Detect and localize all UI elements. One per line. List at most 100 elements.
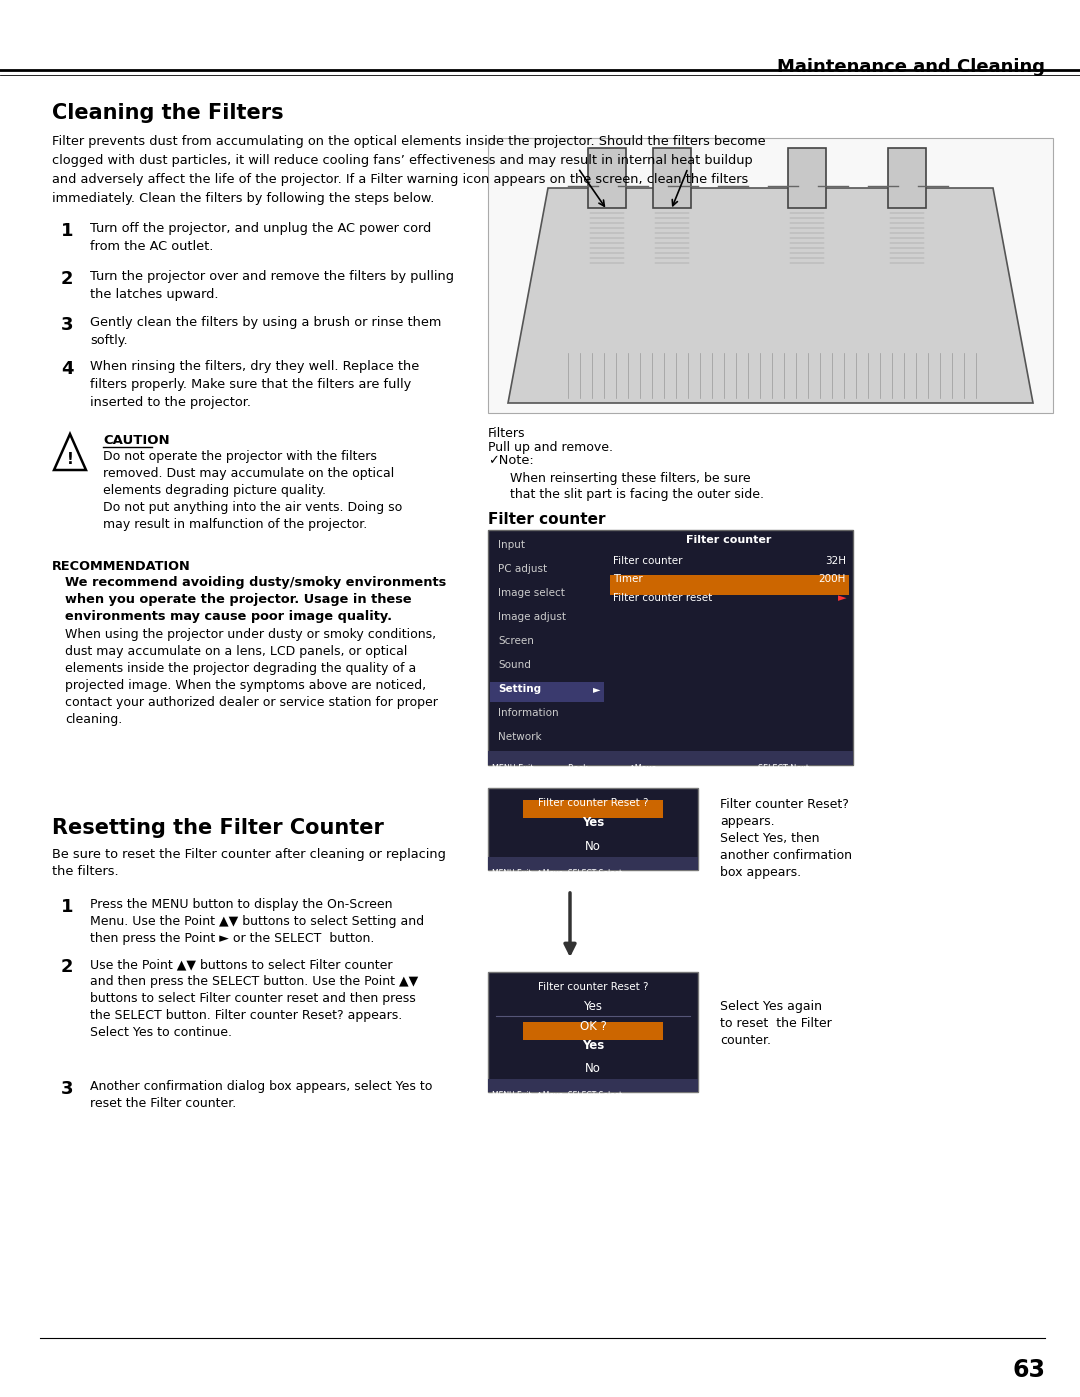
Text: contact your authorized dealer or service station for proper: contact your authorized dealer or servic… <box>65 696 437 710</box>
Text: When using the projector under dusty or smoky conditions,: When using the projector under dusty or … <box>65 629 436 641</box>
Text: Image select: Image select <box>498 588 565 598</box>
Text: reset the Filter counter.: reset the Filter counter. <box>90 1097 237 1111</box>
Text: Timer: Timer <box>613 574 643 584</box>
Text: Menu. Use the Point ▲▼ buttons to select Setting and: Menu. Use the Point ▲▼ buttons to select… <box>90 915 424 928</box>
Text: Filter counter reset: Filter counter reset <box>613 592 712 604</box>
Text: may result in malfunction of the projector.: may result in malfunction of the project… <box>103 518 367 531</box>
Text: RECOMMENDATION: RECOMMENDATION <box>52 560 191 573</box>
Text: ►: ► <box>837 592 846 604</box>
Text: MENU Exit: MENU Exit <box>492 764 534 773</box>
Text: softly.: softly. <box>90 334 127 346</box>
Text: immediately. Clean the filters by following the steps below.: immediately. Clean the filters by follow… <box>52 191 434 205</box>
Text: cleaning.: cleaning. <box>65 712 122 726</box>
Text: Use the Point ▲▼ buttons to select Filter counter: Use the Point ▲▼ buttons to select Filte… <box>90 958 392 971</box>
FancyBboxPatch shape <box>788 148 826 208</box>
Text: Cleaning the Filters: Cleaning the Filters <box>52 103 284 123</box>
Text: Turn off the projector, and unplug the AC power cord: Turn off the projector, and unplug the A… <box>90 222 431 235</box>
Text: Select Yes again: Select Yes again <box>720 1000 822 1013</box>
Text: Maintenance and Cleaning: Maintenance and Cleaning <box>777 59 1045 75</box>
Text: another confirmation: another confirmation <box>720 849 852 862</box>
FancyBboxPatch shape <box>488 788 698 870</box>
Text: Press the MENU button to display the On-Screen: Press the MENU button to display the On-… <box>90 898 392 911</box>
Text: and adversely affect the life of the projector. If a Filter warning icon appears: and adversely affect the life of the pro… <box>52 173 748 186</box>
Text: Filter prevents dust from accumulating on the optical elements inside the projec: Filter prevents dust from accumulating o… <box>52 136 766 148</box>
Text: the latches upward.: the latches upward. <box>90 288 218 300</box>
Text: When rinsing the filters, dry they well. Replace the: When rinsing the filters, dry they well.… <box>90 360 419 373</box>
Text: Yes: Yes <box>583 1000 603 1013</box>
Text: Do not operate the projector with the filters: Do not operate the projector with the fi… <box>103 450 377 462</box>
Text: No: No <box>585 840 600 854</box>
Text: Do not put anything into the air vents. Doing so: Do not put anything into the air vents. … <box>103 502 402 514</box>
Text: from the AC outlet.: from the AC outlet. <box>90 240 214 253</box>
Text: clogged with dust particles, it will reduce cooling fans’ effectiveness and may : clogged with dust particles, it will red… <box>52 154 753 168</box>
Text: SELECT Next: SELECT Next <box>758 764 809 773</box>
Text: Sound: Sound <box>498 659 531 671</box>
Text: When reinserting these filters, be sure: When reinserting these filters, be sure <box>510 472 751 485</box>
FancyBboxPatch shape <box>523 800 663 819</box>
Text: filters properly. Make sure that the filters are fully: filters properly. Make sure that the fil… <box>90 379 411 391</box>
Text: 2: 2 <box>60 958 73 977</box>
FancyBboxPatch shape <box>490 682 604 703</box>
Text: appears.: appears. <box>720 814 774 828</box>
Text: Yes: Yes <box>582 1039 604 1052</box>
Text: Resetting the Filter Counter: Resetting the Filter Counter <box>52 819 383 838</box>
Text: removed. Dust may accumulate on the optical: removed. Dust may accumulate on the opti… <box>103 467 394 481</box>
Text: environments may cause poor image quality.: environments may cause poor image qualit… <box>65 610 392 623</box>
Text: Filter counter: Filter counter <box>488 511 606 527</box>
Text: Be sure to reset the Filter counter after cleaning or replacing: Be sure to reset the Filter counter afte… <box>52 848 446 861</box>
Text: elements inside the projector degrading the quality of a: elements inside the projector degrading … <box>65 662 416 675</box>
FancyBboxPatch shape <box>488 856 698 870</box>
FancyBboxPatch shape <box>588 148 626 208</box>
FancyBboxPatch shape <box>610 576 849 595</box>
Text: Filter counter Reset ?: Filter counter Reset ? <box>538 798 648 807</box>
Text: We recommend avoiding dusty/smoky environments: We recommend avoiding dusty/smoky enviro… <box>65 576 446 590</box>
Text: ✓Note:: ✓Note: <box>488 454 534 467</box>
Text: buttons to select Filter counter reset and then press: buttons to select Filter counter reset a… <box>90 992 416 1004</box>
Text: Yes: Yes <box>582 816 604 828</box>
Text: Image adjust: Image adjust <box>498 612 566 622</box>
Text: elements degrading picture quality.: elements degrading picture quality. <box>103 483 326 497</box>
Text: PC adjust: PC adjust <box>498 564 548 574</box>
Text: Setting: Setting <box>498 685 541 694</box>
Text: ►-----: ►----- <box>698 764 718 773</box>
FancyBboxPatch shape <box>653 148 691 208</box>
Text: 200H: 200H <box>819 574 846 584</box>
Text: Pull up and remove.: Pull up and remove. <box>488 441 613 454</box>
Text: Select Yes, then: Select Yes, then <box>720 833 820 845</box>
Text: OK ?: OK ? <box>580 1020 607 1032</box>
Text: MENU Exit  ↕Move  SELECT Select: MENU Exit ↕Move SELECT Select <box>492 869 622 877</box>
Text: box appears.: box appears. <box>720 866 801 879</box>
Text: 32H: 32H <box>825 556 846 566</box>
FancyBboxPatch shape <box>488 138 1053 414</box>
Text: CAUTION: CAUTION <box>103 434 170 447</box>
Text: counter.: counter. <box>720 1034 771 1046</box>
Text: 1: 1 <box>60 898 73 916</box>
Text: and then press the SELECT button. Use the Point ▲▼: and then press the SELECT button. Use th… <box>90 975 418 988</box>
Text: Filter counter: Filter counter <box>686 535 772 545</box>
Text: 63: 63 <box>1012 1358 1045 1382</box>
Text: 2: 2 <box>60 270 73 288</box>
Text: inserted to the projector.: inserted to the projector. <box>90 395 251 409</box>
Text: when you operate the projector. Usage in these: when you operate the projector. Usage in… <box>65 592 411 606</box>
Text: Network: Network <box>498 732 542 742</box>
Text: Filter counter Reset?: Filter counter Reset? <box>720 798 849 812</box>
Text: Turn the projector over and remove the filters by pulling: Turn the projector over and remove the f… <box>90 270 454 284</box>
Text: Filter counter: Filter counter <box>613 556 683 566</box>
Text: Select Yes to continue.: Select Yes to continue. <box>90 1025 232 1039</box>
Text: that the slit part is facing the outer side.: that the slit part is facing the outer s… <box>510 488 764 502</box>
Text: to reset  the Filter: to reset the Filter <box>720 1017 832 1030</box>
Text: 3: 3 <box>60 1080 73 1098</box>
Text: No: No <box>585 1062 600 1076</box>
Text: 4: 4 <box>60 360 73 379</box>
FancyBboxPatch shape <box>888 148 926 208</box>
FancyBboxPatch shape <box>488 1078 698 1092</box>
FancyBboxPatch shape <box>523 1023 663 1039</box>
Text: then press the Point ► or the SELECT  button.: then press the Point ► or the SELECT but… <box>90 932 375 944</box>
Polygon shape <box>508 189 1032 402</box>
Text: Input: Input <box>498 541 525 550</box>
Text: Information: Information <box>498 708 558 718</box>
Text: the SELECT button. Filter counter Reset? appears.: the SELECT button. Filter counter Reset?… <box>90 1009 402 1023</box>
Text: Another confirmation dialog box appears, select Yes to: Another confirmation dialog box appears,… <box>90 1080 432 1092</box>
Text: 3: 3 <box>60 316 73 334</box>
FancyBboxPatch shape <box>488 529 853 766</box>
